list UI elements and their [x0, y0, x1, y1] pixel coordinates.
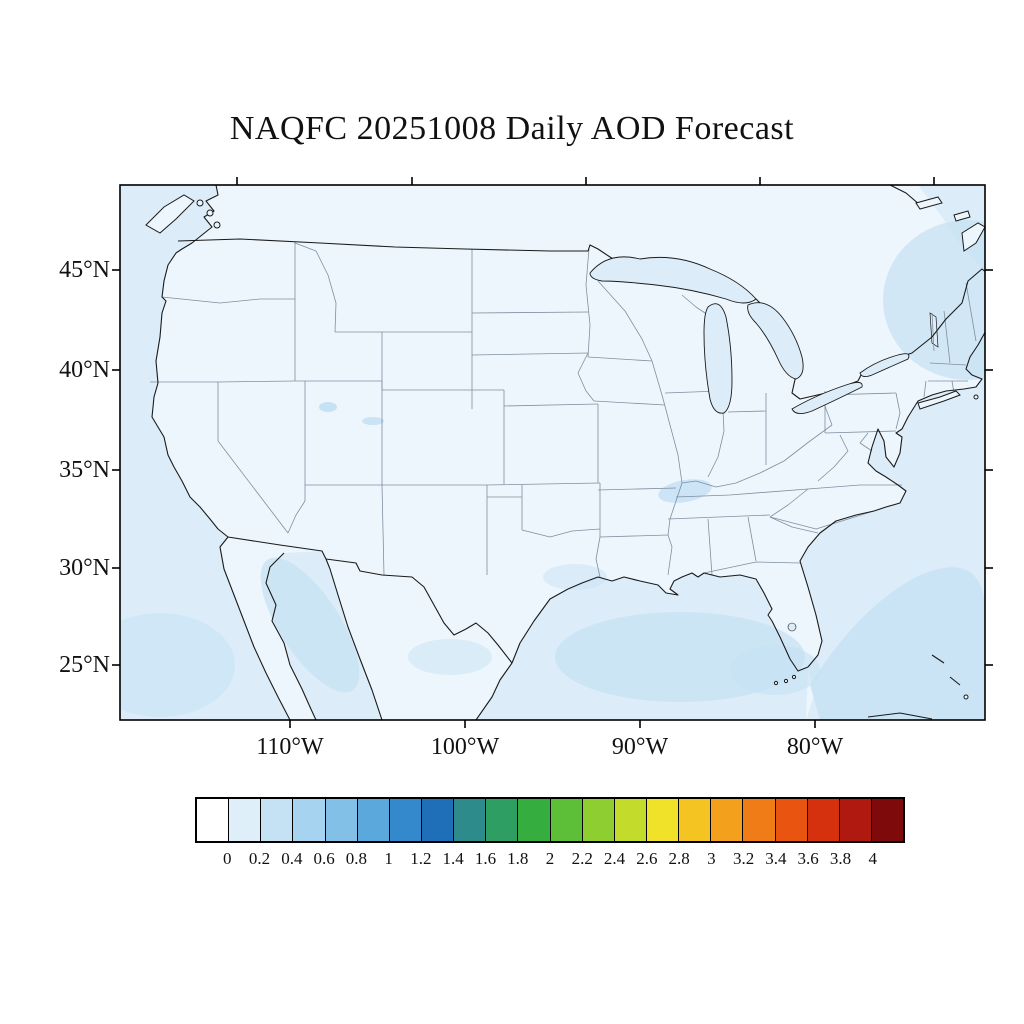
- colorbar-cell: [549, 799, 582, 841]
- colorbar-tick-label: 0: [223, 849, 232, 868]
- state-borders: [150, 242, 977, 578]
- colorbar-tick-label: 4: [868, 849, 877, 868]
- colorbar-cell: [742, 799, 775, 841]
- colorbar-cell: [774, 799, 807, 841]
- aod-patches: [120, 220, 985, 720]
- page-title: NAQFC 20251008 Daily AOD Forecast: [229, 110, 795, 147]
- colorbar-cell: [228, 799, 261, 841]
- colorbar-cell: [806, 799, 839, 841]
- colorbar-cell: [678, 799, 711, 841]
- colorbar-tick-label: 0.8: [345, 849, 367, 868]
- colorbar-cell: [260, 799, 293, 841]
- colorbar-tick-label: 2.2: [571, 849, 593, 868]
- colorbar-tick-label: 3.2: [733, 849, 755, 868]
- colorbar-cell: [710, 799, 743, 841]
- colorbar-cell: [838, 799, 871, 841]
- colorbar-tick-label: 2: [545, 849, 555, 868]
- colorbar-tick-label: 3.8: [829, 849, 852, 868]
- colorbar: 0 0.2 0.4 0.6 0.8 1 1.2 1.4 1.6 1.8 2 2.2 2.4 2.6 2.8 3…: [195, 797, 905, 869]
- colorbar-cell: [517, 799, 550, 841]
- colorbar-cells: [195, 797, 905, 843]
- small-lakes: [319, 312, 939, 632]
- islands: [145, 194, 985, 700]
- colorbar-cell: [613, 799, 646, 841]
- coastlines: [151, 185, 985, 720]
- colorbar-tick-label: 1: [384, 849, 393, 868]
- colorbar-tick-label: 0.2: [248, 849, 271, 868]
- colorbar-tick-label: 0.6: [313, 849, 335, 868]
- us-map: [120, 185, 985, 720]
- colorbar-tick-label: 0.4: [281, 849, 303, 868]
- colorbar-tick-label: 3: [707, 849, 716, 868]
- great-lakes: [589, 256, 910, 414]
- colorbar-cell: [581, 799, 614, 841]
- colorbar-cell: [420, 799, 454, 841]
- colorbar-tick-labels: 0 0.2 0.4 0.6 0.8 1 1.2 1.4 1.6 1.8 2 2.2 2.4 2.6 2.8 3…: [195, 843, 905, 869]
- colorbar-cell: [292, 799, 325, 841]
- colorbar-cell: [485, 799, 518, 841]
- colorbar-tick-label: 1.4: [442, 849, 464, 868]
- colorbar-cell: [324, 799, 357, 841]
- colorbar-cell: [356, 799, 389, 841]
- colorbar-tick-label: 3.6: [797, 849, 819, 868]
- colorbar-tick-label: 3.4: [765, 849, 787, 868]
- colorbar-cell: [197, 799, 229, 841]
- axis-ticks: [112, 177, 993, 728]
- colorbar-cell: [645, 799, 679, 841]
- colorbar-cell: [453, 799, 486, 841]
- colorbar-tick-label: 2.4: [603, 849, 626, 868]
- colorbar-tick-label: 1.8: [507, 849, 529, 868]
- colorbar-tick-label: 2.6: [636, 849, 658, 868]
- map-frame: [119, 184, 986, 721]
- colorbar-tick-label: 2.8: [668, 849, 690, 868]
- colorbar-tick-label: 1.2: [410, 849, 432, 868]
- colorbar-cell: [388, 799, 421, 841]
- colorbar-tick-label: 1.6: [474, 849, 497, 868]
- colorbar-cell: [870, 799, 904, 841]
